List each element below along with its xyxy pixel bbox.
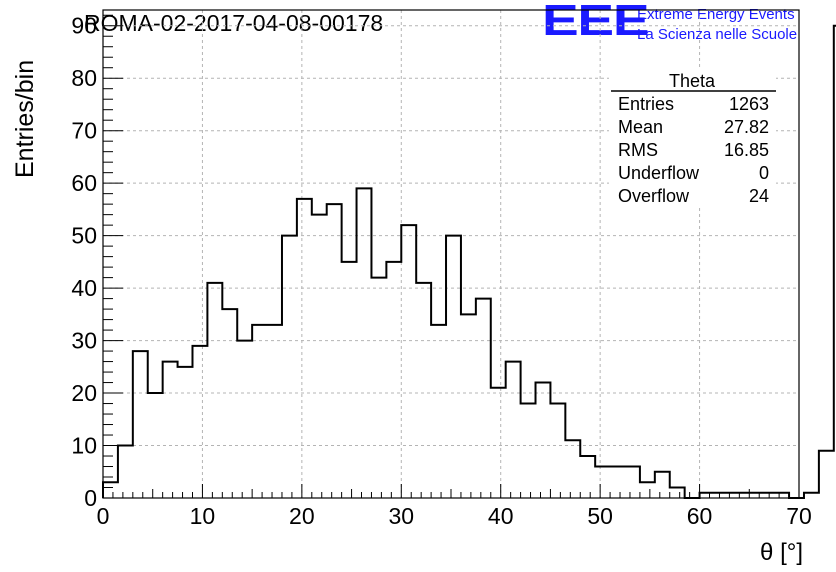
stats-label: Underflow bbox=[618, 163, 700, 183]
x-tick-label: 0 bbox=[97, 503, 110, 529]
stats-title: Theta bbox=[669, 71, 716, 91]
stats-value: 1263 bbox=[729, 94, 769, 114]
stats-value: 0 bbox=[759, 163, 769, 183]
logo-mark: EEE bbox=[542, 0, 650, 45]
y-tick-label: 30 bbox=[71, 328, 97, 354]
y-axis: 0 10 20 30 40 50 60 70 80 90 bbox=[71, 13, 123, 511]
x-tick-label: 60 bbox=[687, 503, 713, 529]
logo-line-2: La Scienza nelle Scuole bbox=[637, 26, 798, 43]
stats-label: Entries bbox=[618, 94, 674, 114]
stats-label: Mean bbox=[618, 117, 663, 137]
x-axis-label: θ [°] bbox=[760, 539, 803, 566]
stats-box: Theta Entries 1263 Mean 27.82 RMS 16.85 Underf… bbox=[609, 70, 776, 208]
stats-value: 16.85 bbox=[724, 140, 769, 160]
stats-value: 24 bbox=[749, 186, 769, 206]
x-tick-label: 10 bbox=[190, 503, 216, 529]
y-axis-label: Entries/bin bbox=[11, 60, 39, 178]
y-tick-label: 10 bbox=[71, 433, 97, 459]
y-tick-label: 20 bbox=[71, 380, 97, 406]
stats-label: RMS bbox=[618, 140, 658, 160]
stats-value: 27.82 bbox=[724, 117, 769, 137]
y-tick-label: 60 bbox=[71, 170, 97, 196]
x-tick-label: 30 bbox=[388, 503, 414, 529]
x-tick-label: 50 bbox=[587, 503, 613, 529]
y-tick-label: 80 bbox=[71, 65, 97, 91]
x-tick-label: 70 bbox=[786, 503, 812, 529]
y-tick-label: 0 bbox=[84, 485, 97, 511]
y-tick-label: 70 bbox=[71, 118, 97, 144]
x-axis: 0 10 20 30 40 50 60 70 bbox=[97, 484, 812, 529]
histogram-series bbox=[102, 24, 836, 499]
run-title: ROMA-02-2017-04-08-00178 bbox=[84, 10, 384, 36]
y-tick-label: 90 bbox=[71, 13, 97, 39]
y-tick-label: 50 bbox=[71, 223, 97, 249]
y-tick-label: 40 bbox=[71, 275, 97, 301]
x-tick-label: 40 bbox=[488, 503, 514, 529]
x-tick-label: 20 bbox=[289, 503, 315, 529]
stats-label: Overflow bbox=[618, 186, 690, 206]
